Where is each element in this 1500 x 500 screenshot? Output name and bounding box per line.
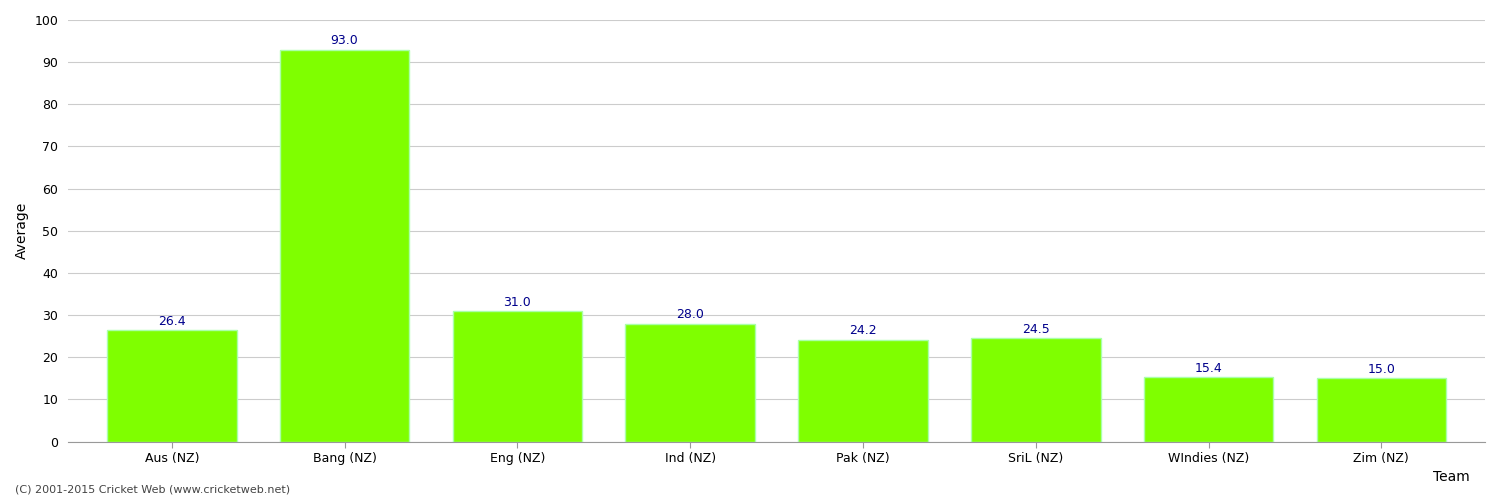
Text: 28.0: 28.0 [676,308,703,322]
Text: 15.0: 15.0 [1368,363,1395,376]
Bar [280,50,410,442]
Text: (C) 2001-2015 Cricket Web (www.cricketweb.net): (C) 2001-2015 Cricket Web (www.cricketwe… [15,485,290,495]
Text: Team: Team [1434,470,1470,484]
Bar [1143,376,1274,442]
Text: 24.2: 24.2 [849,324,877,338]
Bar [106,330,237,442]
Bar [453,311,582,442]
Text: 26.4: 26.4 [158,315,186,328]
Text: 31.0: 31.0 [504,296,531,309]
Text: 93.0: 93.0 [330,34,358,48]
Text: 24.5: 24.5 [1022,323,1050,336]
Bar [626,324,754,442]
Y-axis label: Average: Average [15,202,28,260]
Bar [970,338,1101,442]
Text: 15.4: 15.4 [1194,362,1222,374]
Bar [1317,378,1446,442]
Bar [798,340,928,442]
